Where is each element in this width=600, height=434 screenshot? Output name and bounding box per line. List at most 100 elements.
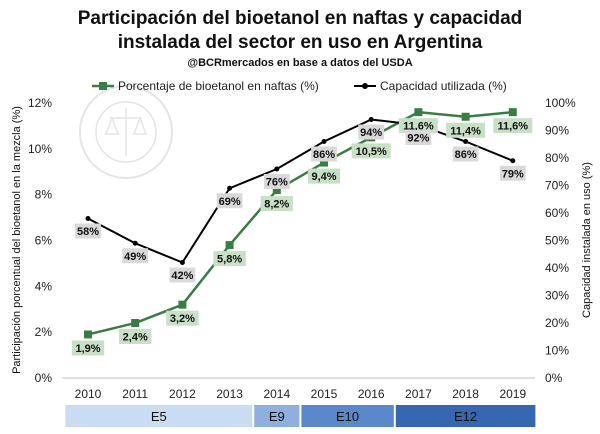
marker-capacidad xyxy=(227,185,233,191)
data-label-capacidad: 94% xyxy=(360,127,382,139)
y-right-tick-label: 100% xyxy=(545,96,576,110)
marker-capacidad xyxy=(463,139,469,144)
label-bg-capacidad xyxy=(452,146,479,162)
x-tick-label: 2014 xyxy=(263,387,290,401)
marker-bioetanol xyxy=(508,108,517,117)
data-label-bioetanol: 11,6% xyxy=(498,121,529,133)
marker-capacidad xyxy=(510,158,516,164)
data-label-capacidad: 42% xyxy=(171,270,193,282)
chart-title-line1: Participación del bioetanol en naftas y … xyxy=(78,8,523,29)
label-bg-bioetanol xyxy=(213,251,246,267)
blend-bands: E5 E9 E10 E12 xyxy=(65,405,536,427)
legend: Porcentaje de bioetanol en naftas (%) Ca… xyxy=(92,79,507,93)
label-bg-bioetanol xyxy=(307,168,341,184)
data-label-bioetanol: 10,5% xyxy=(356,146,387,158)
line-bioetanol xyxy=(87,110,513,336)
x-tick-label: 2016 xyxy=(358,387,385,401)
y-right-tick-label: 60% xyxy=(545,206,569,220)
data-label-capacidad: 79% xyxy=(502,168,524,180)
legend-item-capacidad: Capacidad utilizada (%) xyxy=(354,79,507,93)
marker-bioetanol xyxy=(272,186,281,195)
label-bg-bioetanol xyxy=(493,118,533,134)
x-tick-label: 2015 xyxy=(311,387,338,401)
x-tick-label: 2011 xyxy=(122,387,148,401)
series-lines xyxy=(87,110,514,336)
label-bg-capacidad xyxy=(169,267,196,283)
label-bg-bioetanol xyxy=(71,340,105,356)
data-label-bioetanol: 8,2% xyxy=(264,199,289,211)
data-labels: 1,9% 2,4% 3,2% 5,8% 8,2% 9,4% 10,5% 11,6% 11,4% 1… xyxy=(71,118,533,356)
legend-label-bioetanol: Porcentaje de bioetanol en naftas (%) xyxy=(118,79,319,93)
label-bg-bioetanol xyxy=(260,196,293,212)
y-right-tick-label: 80% xyxy=(545,151,569,165)
y-left-tick-label: 12% xyxy=(28,96,52,110)
x-tick-label: 2017 xyxy=(405,387,432,401)
y-right-tick-label: 90% xyxy=(545,124,569,138)
marker-capacidad xyxy=(368,117,374,122)
label-bg-capacidad xyxy=(358,124,385,140)
blend-band-label: E5 xyxy=(151,409,167,424)
blend-band xyxy=(395,405,536,427)
data-label-capacidad: 49% xyxy=(124,251,146,263)
y-left-tick-label: 4% xyxy=(35,279,53,293)
label-bg-capacidad xyxy=(499,165,526,181)
data-label-capacidad: 76% xyxy=(266,177,288,189)
line-capacidad xyxy=(87,118,514,264)
data-label-bioetanol: 9,4% xyxy=(311,171,336,183)
y-right-tick-label: 0% xyxy=(545,371,563,385)
x-tick-label: 2019 xyxy=(499,387,526,401)
marker-bioetanol xyxy=(225,241,234,250)
x-tick-label: 2013 xyxy=(216,387,243,401)
data-label-capacidad: 58% xyxy=(77,226,99,238)
y-right-tick-label: 20% xyxy=(545,316,569,330)
marker-capacidad xyxy=(321,139,327,144)
marker-bioetanol xyxy=(178,300,187,309)
y-right-tick-label: 50% xyxy=(545,234,569,248)
y-right-axis-title: Capacidad instalada en uso (%) xyxy=(581,162,593,318)
y-left-tick-label: 8% xyxy=(35,188,53,202)
blend-band xyxy=(65,405,253,427)
x-ticks: 2010 2011 2012 2013 2014 2015 2016 2017 2018 2019 xyxy=(75,387,527,401)
label-bg-capacidad xyxy=(311,146,337,162)
marker-bioetanol xyxy=(461,112,470,121)
marker-bioetanol xyxy=(414,108,423,117)
legend-item-bioetanol: Porcentaje de bioetanol en naftas (%) xyxy=(92,79,319,93)
marker-capacidad xyxy=(132,240,138,246)
label-bg-capacidad xyxy=(263,174,290,189)
chart-title-line2: instalada del sector en uso en Argentina xyxy=(118,32,483,53)
label-bg-capacidad xyxy=(405,130,432,145)
label-bg-bioetanol xyxy=(119,329,152,344)
data-label-bioetanol: 2,4% xyxy=(123,332,148,344)
blend-band-label: E12 xyxy=(454,409,477,424)
label-bg-capacidad xyxy=(216,193,243,209)
y-right-tick-label: 10% xyxy=(545,344,569,358)
y-left-tick-label: 10% xyxy=(28,142,52,156)
y-left-tick-label: 0% xyxy=(35,371,53,385)
y-left-ticks: 0% 2% 4% 6% 8% 10% 12% xyxy=(28,96,52,385)
marker-bioetanol xyxy=(84,330,92,339)
label-bg-bioetanol xyxy=(166,310,199,326)
y-left-tick-label: 6% xyxy=(35,234,53,248)
legend-label-capacidad: Capacidad utilizada (%) xyxy=(380,79,507,93)
x-tick-label: 2010 xyxy=(75,387,102,401)
label-bg-bioetanol xyxy=(398,118,438,134)
marker-capacidad xyxy=(179,260,185,265)
watermark-seal xyxy=(79,85,173,179)
data-label-bioetanol: 11,4% xyxy=(450,125,481,137)
y-right-tick-label: 30% xyxy=(545,289,569,303)
marker-capacidad xyxy=(274,166,280,172)
label-bg-capacidad xyxy=(122,248,149,264)
data-label-capacidad: 69% xyxy=(219,196,241,208)
y-right-ticks: 0% 10% 20% 30% 40% 50% 60% 70% 80% 90% 100% xyxy=(545,96,576,385)
y-left-tick-label: 2% xyxy=(35,325,53,339)
data-label-capacidad: 86% xyxy=(455,149,477,161)
y-right-tick-label: 40% xyxy=(545,261,569,275)
series-markers xyxy=(84,108,517,339)
label-bg-capacidad xyxy=(75,223,101,239)
blend-band-label: E10 xyxy=(336,409,359,424)
data-label-bioetanol: 1,9% xyxy=(75,343,100,355)
x-tick-label: 2018 xyxy=(452,387,479,401)
blend-band xyxy=(254,405,300,427)
blend-band-label: E9 xyxy=(269,409,285,424)
marker-capacidad xyxy=(85,216,91,221)
